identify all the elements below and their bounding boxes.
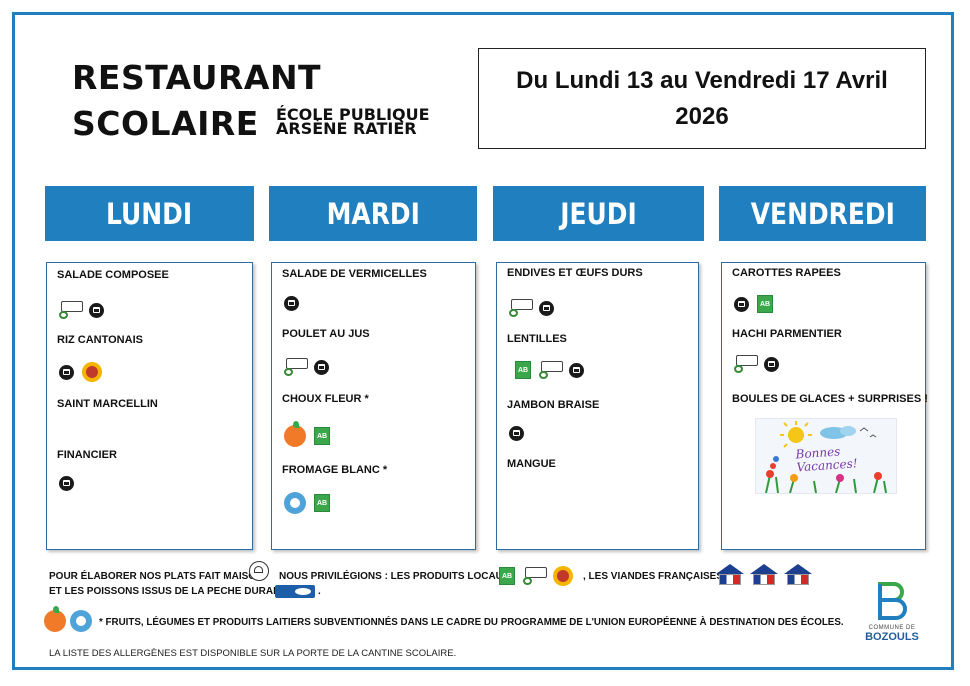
dish-label: CHOUX FLEUR * <box>282 393 369 405</box>
dish-icons <box>59 362 102 382</box>
commune-name: BOZOULS <box>865 631 919 643</box>
dish-label: SALADE DE VERMICELLES <box>282 268 427 280</box>
aop-label-icon <box>553 566 573 586</box>
page-frame <box>12 12 954 670</box>
dish-label: SALADE COMPOSEE <box>57 269 169 281</box>
day-header-mardi: MARDI <box>269 186 477 241</box>
dish-label: LENTILLES <box>507 333 567 345</box>
dish-icons <box>59 301 104 319</box>
dish-icons <box>509 299 554 317</box>
dish-label: POULET AU JUS <box>282 328 370 340</box>
bozouls-b-icon <box>878 582 907 620</box>
day-header-jeudi: JEUDI <box>493 186 704 241</box>
date-range: Du Lundi 13 au Vendredi 17 Avril 2026 <box>516 66 888 130</box>
allergens-note: LA LISTE DES ALLERGÈNES EST DISPONIBLE S… <box>49 648 457 659</box>
commune-logo: COMMUNE DE BOZOULS <box>852 582 932 652</box>
french-meat-icon <box>750 564 778 586</box>
logo-line-2: SCOLAIRE <box>72 104 259 143</box>
dish-label: BOULES DE GLACES + SURPRISES ! <box>732 393 928 405</box>
organic-ab-icon: AB <box>515 361 531 379</box>
french-meat-icon <box>784 564 812 586</box>
dish-label: CAROTTES RAPEES <box>732 267 841 279</box>
homemade-icon <box>314 359 329 375</box>
eu-milk-program-icon <box>70 610 92 632</box>
homemade-icon <box>764 356 779 372</box>
local-produce-icon <box>59 301 83 319</box>
dish-icons <box>284 358 329 376</box>
dish-icons <box>509 426 524 441</box>
dish-label: HACHI PARMENTIER <box>732 328 842 340</box>
local-produce-icon <box>539 361 563 379</box>
dish-label: FINANCIER <box>57 449 117 461</box>
vacation-illustration: Bonnes Vacances! <box>755 418 897 494</box>
organic-ab-icon: AB <box>314 427 330 445</box>
eu-milk-program-icon <box>284 492 306 514</box>
dish-label: JAMBON BRAISE <box>507 399 600 411</box>
homemade-legend-icon <box>249 561 269 581</box>
homemade-icon <box>569 362 584 378</box>
vacation-drawing <box>765 421 887 493</box>
day-menu-mardi: SALADE DE VERMICELLES POULET AU JUS CHOU… <box>271 262 476 550</box>
dish-icons: AB <box>734 295 773 313</box>
eu-fruit-program-icon <box>44 606 66 632</box>
homemade-icon <box>59 476 74 491</box>
sustainable-fishing-icon <box>275 585 315 598</box>
day-name: VENDREDI <box>750 196 895 231</box>
homemade-icon <box>539 300 554 316</box>
local-produce-icon <box>523 567 547 585</box>
dish-icons: AB <box>284 421 330 447</box>
dish-icons: AB <box>284 492 330 514</box>
french-meat-icon <box>716 564 744 586</box>
aop-label-icon <box>82 362 102 382</box>
dish-label: SAINT MARCELLIN <box>57 398 158 410</box>
day-name: JEUDI <box>560 196 637 231</box>
day-menu-jeudi: ENDIVES ET ŒUFS DURS LENTILLES AB JAMBON… <box>496 262 699 550</box>
dish-label: RIZ CANTONAIS <box>57 334 143 346</box>
homemade-icon <box>59 364 74 380</box>
homemade-icon <box>509 426 524 441</box>
legend-line1b: NOUS PRIVILÉGIONS : LES PRODUITS LOCAUX <box>279 571 510 582</box>
dish-label: ENDIVES ET ŒUFS DURS <box>507 267 643 279</box>
day-name: MARDI <box>326 196 420 231</box>
legend-line1c: , LES VIANDES FRANÇAISES <box>583 571 724 582</box>
dish-label: MANGUE <box>507 458 556 470</box>
commune-small-label: COMMUNE DE <box>868 625 916 631</box>
logo-line-1: RESTAURANT <box>72 58 322 97</box>
day-menu-vendredi: CAROTTES RAPEES AB HACHI PARMENTIER BOUL… <box>721 262 928 550</box>
dish-label: FROMAGE BLANC * <box>282 464 388 476</box>
legend-icons-meat <box>716 564 812 586</box>
legend-icons-local: AB <box>499 566 573 586</box>
eu-fruit-program-icon <box>284 421 306 447</box>
eu-program-icons <box>44 606 92 632</box>
homemade-icon <box>734 296 749 312</box>
homemade-icon <box>284 296 299 311</box>
eu-program-note: * FRUITS, LÉGUMES ET PRODUITS LAITIERS S… <box>99 617 844 628</box>
legend-line2-end: . <box>318 586 321 597</box>
dish-icons <box>59 476 74 491</box>
day-menu-lundi: SALADE COMPOSEE RIZ CANTONAIS SAINT MARC… <box>46 262 253 550</box>
local-produce-icon <box>509 299 533 317</box>
local-produce-icon <box>284 358 308 376</box>
organic-ab-icon: AB <box>499 567 515 585</box>
logo-subtitle-1: ÉCOLE PUBLIQUE <box>276 105 430 124</box>
day-header-lundi: LUNDI <box>45 186 254 241</box>
homemade-icon <box>89 302 104 318</box>
date-range-box: Du Lundi 13 au Vendredi 17 Avril 2026 <box>478 48 926 149</box>
dish-icons: AB <box>515 361 584 379</box>
organic-ab-icon: AB <box>314 494 330 512</box>
legend-line2: ET LES POISSONS ISSUS DE LA PECHE DURABL… <box>49 586 294 597</box>
day-name: LUNDI <box>106 196 193 231</box>
dish-icons <box>734 355 779 373</box>
local-produce-icon <box>734 355 758 373</box>
dish-icons <box>284 296 299 311</box>
organic-ab-icon: AB <box>757 295 773 313</box>
day-header-vendredi: VENDREDI <box>719 186 926 241</box>
legend-line1a: POUR ÉLABORER NOS PLATS FAIT MAISON <box>49 571 264 582</box>
logo-subtitle-2: ARSÈNE RATIER <box>276 119 417 138</box>
restaurant-logo: RESTAURANT SCOLAIRE ÉCOLE PUBLIQUE ARSÈN… <box>58 52 450 158</box>
